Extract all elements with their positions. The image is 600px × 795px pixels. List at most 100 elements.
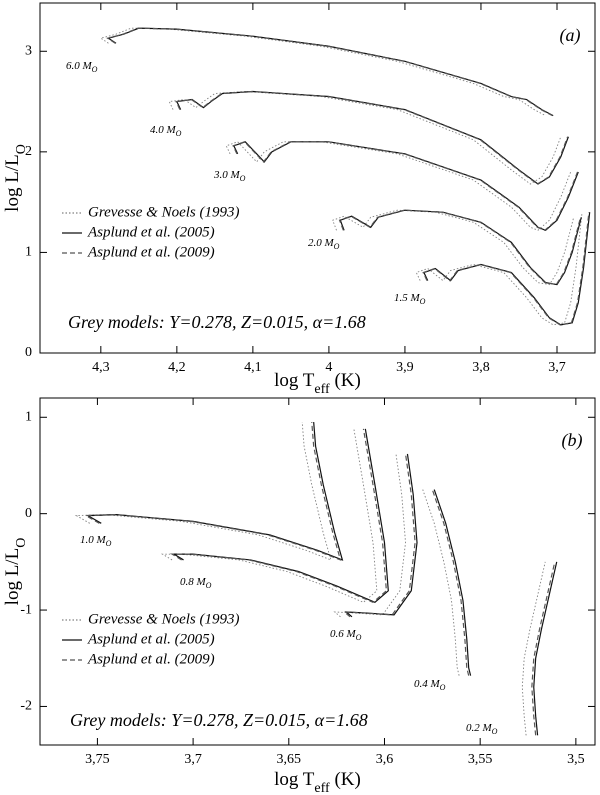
- x-axis-label-main: log T: [274, 370, 315, 391]
- track-line: [533, 561, 558, 736]
- legend-label: Asplund et al. (2005): [87, 631, 215, 647]
- track-line: [333, 453, 406, 618]
- mass-label: 0.8 MO: [180, 576, 212, 591]
- legend-label: Grevesse & Noels (1993): [88, 204, 240, 220]
- track-line: [106, 27, 553, 117]
- mass-label: 3.0 MO: [213, 169, 246, 184]
- y-tick-label: 2: [25, 144, 32, 159]
- y-tick-label: 0: [25, 345, 32, 360]
- mass-label-main: 0.6 M: [330, 628, 357, 640]
- track-line: [339, 209, 582, 286]
- x-tick-label: 3,6: [376, 752, 394, 767]
- track-line: [338, 209, 582, 286]
- x-tick-label: 3,9: [396, 360, 414, 375]
- track-line: [83, 422, 342, 561]
- x-tick-label: 3,7: [184, 752, 202, 767]
- track-line: [531, 561, 556, 736]
- y-tick-label: 3: [25, 43, 32, 58]
- mass-label-sub: O: [206, 581, 212, 590]
- mass-label: 1.0 MO: [80, 534, 112, 549]
- x-tick-label: 4: [325, 360, 332, 375]
- track-line: [106, 27, 554, 117]
- y-tick-label: 1: [25, 409, 32, 424]
- mass-label-sub: O: [356, 633, 362, 642]
- track-line: [521, 561, 546, 736]
- y-tick-label: 1: [25, 245, 32, 260]
- model-note: Grey models: Y=0.278, Z=0.015, α=1.68: [70, 710, 368, 730]
- mass-label-sub: O: [334, 242, 340, 251]
- legend-label: Asplund et al. (2005): [87, 224, 215, 240]
- y-tick-label: 0: [25, 506, 32, 521]
- mass-label: 1.5 MO: [394, 292, 426, 307]
- track-line: [171, 428, 389, 604]
- model-note: Grey models: Y=0.278, Z=0.015, α=1.68: [68, 312, 366, 332]
- track-line: [344, 453, 418, 618]
- mass-label-sub: O: [176, 129, 182, 138]
- mass-label-main: 2.0 M: [308, 237, 335, 249]
- x-tick-label: 3,7: [548, 360, 566, 375]
- mass-label-sub: O: [92, 65, 98, 74]
- plot-frame: [39, 2, 596, 354]
- track-line: [431, 489, 470, 676]
- panel-label: (a): [560, 25, 581, 46]
- x-axis-label-sub: eff: [314, 781, 330, 795]
- y-axis-label: log L/LO: [2, 144, 28, 212]
- x-axis-label: log Teff (K): [274, 769, 361, 795]
- track-line: [422, 212, 590, 326]
- track-line: [342, 453, 416, 618]
- mass-label-main: 1.0 M: [80, 534, 107, 546]
- mass-label: 0.6 MO: [330, 628, 362, 643]
- x-tick-label: 3,8: [472, 360, 490, 375]
- x-axis-label-unit: (K): [330, 769, 361, 790]
- y-tick-label: -1: [20, 602, 32, 617]
- mass-label-main: 0.2 M: [466, 722, 493, 734]
- track-line: [169, 428, 388, 604]
- x-tick-label: 3,55: [468, 752, 493, 767]
- mass-label-main: 0.8 M: [180, 576, 207, 588]
- x-axis-label: log Teff (K): [274, 370, 361, 396]
- legend-label: Asplund et al. (2009): [87, 651, 215, 667]
- mass-label: 0.2 MO: [466, 722, 498, 737]
- y-tick-label: -2: [20, 699, 32, 714]
- track-line: [99, 27, 546, 117]
- plot-frame: [39, 397, 596, 746]
- legend-label: Asplund et al. (2009): [87, 244, 215, 260]
- x-tick-label: 3,75: [85, 752, 110, 767]
- mass-label-sub: O: [240, 174, 246, 183]
- track-line: [415, 212, 583, 326]
- panel-label: (b): [562, 430, 583, 451]
- mass-label-sub: O: [420, 297, 426, 306]
- x-tick-label: 3,5: [567, 752, 585, 767]
- x-tick-label: 4,1: [244, 360, 262, 375]
- track-line: [225, 141, 572, 231]
- track-line: [422, 489, 460, 676]
- legend-label: Grevesse & Noels (1993): [88, 611, 240, 627]
- track-line: [74, 422, 332, 561]
- mass-label: 4.0 MO: [150, 124, 182, 139]
- mass-label-main: 6.0 M: [66, 60, 93, 72]
- y-axis-label: log L/LO: [2, 538, 28, 606]
- mass-label-main: 4.0 M: [150, 124, 177, 136]
- track-line: [160, 428, 378, 603]
- y-axis-label-sub: O: [14, 538, 29, 548]
- x-tick-label: 4,2: [168, 360, 186, 375]
- y-axis-label-main: log L/L: [2, 548, 23, 606]
- mass-label-main: 0.4 M: [414, 678, 441, 690]
- x-tick-label: 3,65: [277, 752, 302, 767]
- track-line: [175, 90, 569, 185]
- x-tick-label: 4,3: [92, 360, 110, 375]
- x-axis-label-main: log T: [274, 769, 315, 790]
- track-line: [433, 489, 472, 676]
- mass-label-sub: O: [106, 539, 112, 548]
- mass-label-sub: O: [492, 727, 498, 736]
- x-axis-label-sub: eff: [314, 382, 330, 397]
- track-line: [233, 141, 579, 231]
- x-axis-label-unit: (K): [330, 370, 361, 391]
- track-line: [232, 141, 579, 231]
- y-axis-label-main: log L/L: [2, 154, 23, 212]
- mass-label: 0.4 MO: [414, 678, 446, 693]
- mass-label: 6.0 MO: [66, 60, 98, 75]
- track-line: [332, 209, 575, 286]
